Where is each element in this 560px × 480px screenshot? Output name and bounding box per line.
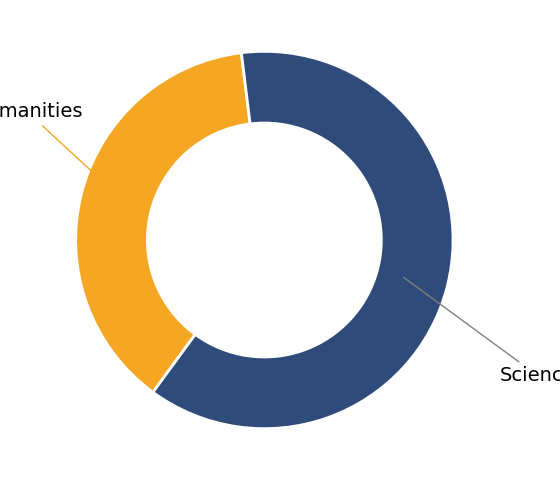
- Wedge shape: [153, 51, 453, 429]
- Text: Science: Science: [404, 277, 560, 385]
- Wedge shape: [76, 53, 250, 392]
- Text: Humanities: Humanities: [0, 102, 125, 203]
